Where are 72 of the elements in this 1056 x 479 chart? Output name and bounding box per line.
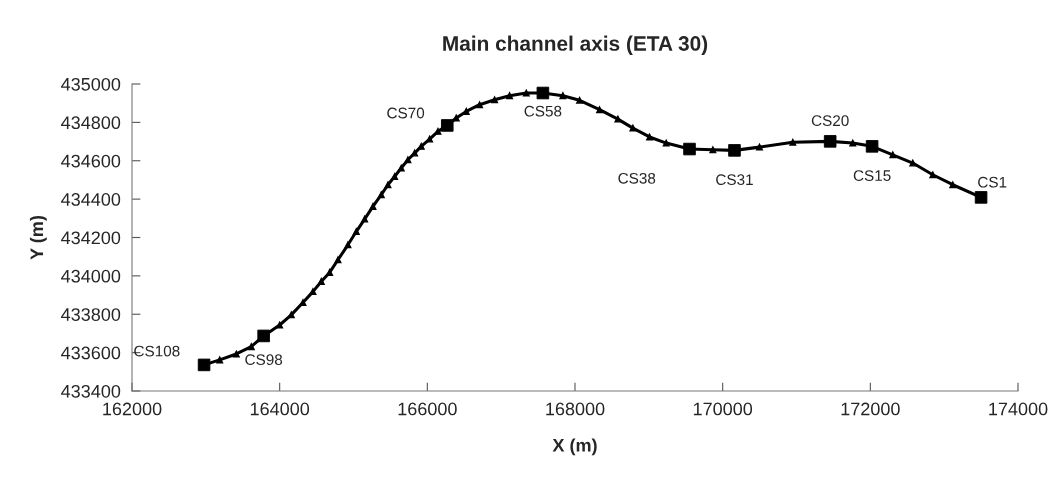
y-axis-title: Y (m) bbox=[29, 215, 47, 260]
point bbox=[491, 96, 499, 104]
annotation: CS31 bbox=[716, 174, 753, 186]
point bbox=[391, 173, 399, 180]
x-axis-title: X (m) bbox=[552, 438, 597, 456]
point bbox=[384, 181, 392, 189]
y-tick-label: 434600 bbox=[61, 154, 121, 168]
point bbox=[334, 256, 342, 264]
point bbox=[662, 139, 670, 147]
y-tick-label: 433400 bbox=[61, 384, 121, 398]
chart-title: Main channel axis (ETA 30) bbox=[443, 35, 708, 55]
x-tick-label: 170000 bbox=[693, 402, 753, 416]
point bbox=[452, 114, 460, 122]
point bbox=[426, 135, 434, 143]
y-tick-label: 435000 bbox=[61, 77, 121, 91]
point bbox=[276, 321, 284, 329]
point bbox=[849, 139, 857, 147]
point bbox=[411, 149, 419, 157]
point bbox=[317, 277, 325, 285]
point bbox=[889, 151, 897, 159]
point bbox=[596, 106, 604, 114]
x-tick-label: 164000 bbox=[250, 402, 310, 416]
point bbox=[789, 138, 797, 146]
point bbox=[476, 101, 484, 109]
annotation: CS108 bbox=[134, 345, 180, 357]
point bbox=[614, 115, 622, 123]
point bbox=[909, 159, 917, 167]
point bbox=[522, 89, 530, 97]
point bbox=[576, 96, 584, 104]
x-tick-label: 168000 bbox=[546, 402, 605, 416]
annotation: CS58 bbox=[524, 105, 562, 117]
point bbox=[326, 268, 334, 276]
point bbox=[434, 127, 442, 135]
annotation: CS38 bbox=[618, 172, 656, 184]
point bbox=[247, 343, 255, 351]
point bbox=[756, 143, 763, 151]
point bbox=[352, 228, 360, 236]
annotation: CS20 bbox=[811, 115, 849, 127]
point bbox=[369, 202, 377, 210]
x-tick-label: 172000 bbox=[841, 402, 900, 416]
point bbox=[397, 164, 405, 172]
point bbox=[462, 107, 470, 115]
x-tick-label: 174000 bbox=[989, 402, 1048, 416]
x-tick-label: 162000 bbox=[103, 402, 162, 416]
annotation: CS15 bbox=[853, 170, 891, 182]
y-tick-label: 434000 bbox=[61, 269, 121, 283]
point bbox=[506, 92, 514, 100]
y-tick-label: 433800 bbox=[61, 308, 121, 321]
y-tick-label: 433600 bbox=[61, 346, 121, 360]
point bbox=[949, 181, 957, 189]
y-tick-label: 434200 bbox=[61, 231, 121, 245]
point bbox=[377, 191, 385, 199]
point bbox=[629, 124, 637, 132]
point bbox=[344, 241, 352, 249]
point bbox=[216, 356, 224, 364]
point bbox=[287, 311, 295, 319]
annotation: CS70 bbox=[387, 107, 425, 119]
point bbox=[361, 215, 369, 223]
point bbox=[709, 146, 717, 154]
x-tick-label: 166000 bbox=[398, 402, 457, 416]
point bbox=[646, 133, 654, 141]
point bbox=[929, 171, 937, 179]
point bbox=[309, 288, 317, 296]
point bbox=[299, 299, 307, 307]
annotation: CS1 bbox=[978, 176, 1007, 188]
annotation: CS98 bbox=[245, 354, 283, 366]
point bbox=[417, 142, 425, 150]
y-tick-label: 434400 bbox=[61, 193, 121, 206]
point bbox=[404, 156, 412, 164]
y-tick-label: 434800 bbox=[61, 116, 121, 130]
point bbox=[559, 92, 567, 100]
point bbox=[232, 350, 240, 358]
